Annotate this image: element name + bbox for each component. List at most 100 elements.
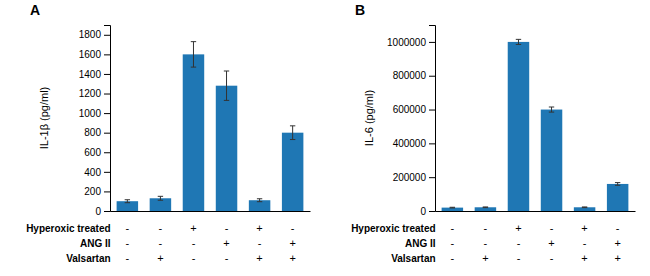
- y-tick: 200000: [393, 172, 435, 183]
- y-tick: 1800: [79, 29, 110, 40]
- bar: [541, 110, 562, 211]
- error-bar: [191, 42, 196, 67]
- condition-value: -: [159, 222, 163, 234]
- tick-label: 1800: [79, 29, 102, 40]
- axis-line: [436, 211, 636, 212]
- condition-value: +: [289, 252, 295, 264]
- condition-value: -: [517, 252, 521, 264]
- condition-value: +: [157, 252, 163, 264]
- condition-value: -: [258, 237, 262, 249]
- condition-label: Valsartan: [391, 253, 435, 264]
- error-cap: [582, 207, 587, 208]
- condition-value: -: [126, 222, 130, 234]
- condition-value: +: [289, 237, 295, 249]
- tick-label: 0: [95, 206, 101, 217]
- tick-label: 400: [84, 167, 101, 178]
- condition-value: -: [126, 252, 130, 264]
- condition-value: +: [515, 222, 521, 234]
- condition-value: -: [451, 222, 455, 234]
- error-cap: [224, 71, 229, 72]
- condition-label: Hyperoxic treated: [351, 223, 435, 234]
- bar: [574, 207, 595, 211]
- y-tick: 1000: [79, 108, 110, 119]
- condition-table: Hyperoxic treated--+-+-ANG II---+-+Valsa…: [351, 222, 621, 264]
- condition-value: +: [256, 252, 262, 264]
- x-axis: [111, 211, 311, 212]
- tick-mark: [104, 94, 110, 95]
- panel-label: A: [30, 2, 40, 18]
- tick-mark: [104, 133, 110, 134]
- error-cap: [549, 107, 554, 108]
- condition-value: +: [223, 237, 229, 249]
- error-cap: [549, 112, 554, 113]
- chart-canvas: 020040060080010001200140016001800IL-1β (…: [0, 0, 650, 276]
- condition-value: +: [581, 222, 587, 234]
- tick-label: 1600: [79, 49, 102, 60]
- tick-label: 1400: [79, 69, 102, 80]
- tick-mark: [429, 177, 435, 178]
- y-axis-label: IL-6 (pg/ml): [363, 90, 375, 146]
- y-tick: 1000000: [387, 37, 435, 48]
- error-bar: [158, 196, 163, 200]
- bar: [117, 201, 138, 211]
- condition-value: +: [614, 237, 620, 249]
- error-cap: [450, 207, 455, 208]
- condition-label: Hyperoxic treated: [26, 223, 110, 234]
- y-axis-label: IL-1β (pg/ml): [38, 87, 50, 150]
- y-tick: 0: [420, 206, 435, 217]
- bar: [508, 42, 529, 211]
- tick-label: 800000: [393, 70, 427, 81]
- y-tick: 600000: [393, 104, 435, 115]
- error-cap: [191, 67, 196, 68]
- condition-value: -: [451, 237, 455, 249]
- tick-mark: [104, 113, 110, 114]
- tick-label: 1200: [79, 88, 102, 99]
- error-cap: [615, 185, 620, 186]
- condition-value: -: [550, 222, 554, 234]
- panel-label: B: [355, 2, 365, 18]
- y-tick: 0: [95, 206, 110, 217]
- tick-label: 1000: [79, 108, 102, 119]
- plot-area: [117, 42, 304, 211]
- error-cap: [158, 196, 163, 197]
- error-bar: [483, 206, 488, 208]
- axis-line: [111, 211, 311, 212]
- error-cap: [483, 206, 488, 207]
- tick-mark: [429, 110, 435, 111]
- condition-value: +: [256, 222, 262, 234]
- panel: 020040060080010001200140016001800IL-1β (…: [26, 2, 310, 264]
- error-cap: [582, 206, 587, 207]
- condition-label: ANG II: [405, 238, 436, 249]
- error-cap: [290, 139, 295, 140]
- condition-value: -: [451, 252, 455, 264]
- condition-value: -: [484, 237, 488, 249]
- tick-mark: [104, 74, 110, 75]
- y-tick: 800000: [393, 70, 435, 81]
- condition-value: -: [126, 237, 130, 249]
- condition-value: +: [190, 222, 196, 234]
- tick-mark: [104, 191, 110, 192]
- bar: [607, 184, 628, 211]
- tick-mark: [429, 42, 435, 43]
- tick-mark: [104, 211, 110, 212]
- error-cap: [290, 125, 295, 126]
- error-whisker: [160, 196, 161, 200]
- condition-value: -: [291, 222, 295, 234]
- tick-label: 800: [84, 127, 101, 138]
- bar: [442, 208, 463, 211]
- y-tick: 400000: [393, 138, 435, 149]
- bar: [282, 133, 303, 211]
- tick-mark: [104, 54, 110, 55]
- error-bar: [224, 71, 229, 100]
- condition-value: -: [192, 252, 196, 264]
- error-cap: [516, 44, 521, 45]
- condition-table: Hyperoxic treated--+-+-ANG II---+-+Valsa…: [26, 222, 296, 264]
- condition-value: +: [548, 237, 554, 249]
- bar: [183, 54, 204, 211]
- error-cap: [257, 198, 262, 199]
- tick-label: 200: [84, 186, 101, 197]
- y-tick: 200: [84, 186, 110, 197]
- y-axis: 0 200000 400000 600000 800000 1000000: [387, 26, 435, 217]
- tick-label: 0: [420, 206, 426, 217]
- error-bar: [549, 107, 554, 112]
